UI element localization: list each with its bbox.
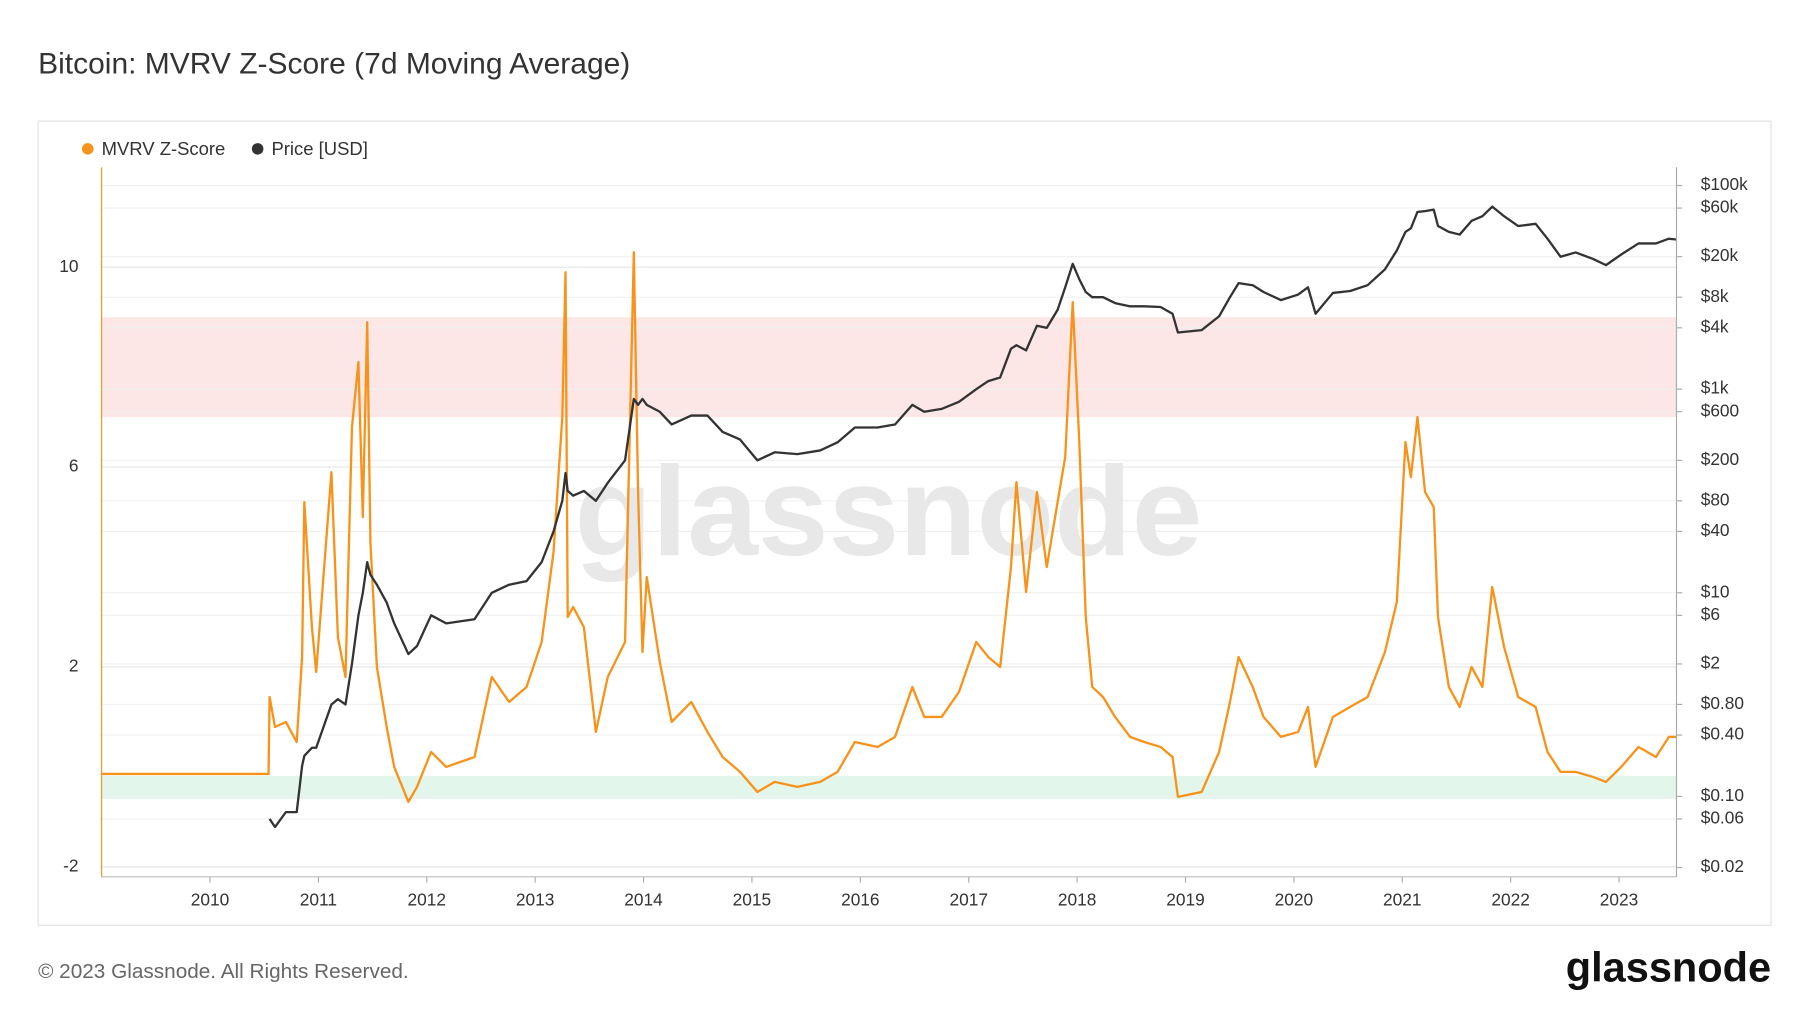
legend-marker bbox=[251, 143, 264, 155]
y2-tick-label: $0.10 bbox=[1701, 785, 1744, 805]
zone-band bbox=[101, 775, 1677, 799]
y-tick-label: 6 bbox=[69, 456, 79, 476]
x-tick-label: 2022 bbox=[1491, 890, 1529, 910]
x-tick-label: 2011 bbox=[300, 890, 337, 910]
logo: glassnode bbox=[1566, 943, 1771, 990]
x-tick-label: 2014 bbox=[624, 890, 663, 910]
watermark: glassnode bbox=[575, 440, 1203, 582]
x-tick-label: 2010 bbox=[191, 890, 229, 910]
y2-tick-label: $200 bbox=[1701, 449, 1739, 469]
y2-tick-label: $4k bbox=[1701, 316, 1729, 336]
legend-marker bbox=[81, 143, 94, 155]
chart-title: Bitcoin: MVRV Z-Score (7d Moving Average… bbox=[38, 48, 630, 81]
zone-band bbox=[101, 317, 1677, 418]
x-tick-label: 2017 bbox=[949, 890, 987, 910]
y2-tick-label: $0.80 bbox=[1701, 693, 1744, 713]
x-tick-label: 2012 bbox=[408, 890, 446, 910]
y-tick-label: -2 bbox=[63, 855, 78, 875]
x-tick-label: 2019 bbox=[1166, 890, 1204, 910]
chart-frame bbox=[37, 120, 1772, 926]
x-tick-label: 2021 bbox=[1383, 890, 1421, 910]
series-line bbox=[268, 205, 1677, 829]
legend: MVRV Z-Score Price [USD] bbox=[81, 138, 368, 159]
y2-tick-label: $0.02 bbox=[1701, 856, 1744, 876]
y-tick-label: 2 bbox=[69, 656, 79, 676]
plot bbox=[101, 205, 1677, 829]
y2-tick-label: $80 bbox=[1701, 489, 1730, 509]
y2-tick-label: $20k bbox=[1701, 245, 1739, 265]
y2-tick-label: $0.40 bbox=[1701, 724, 1744, 744]
x-tick-label: 2020 bbox=[1275, 890, 1313, 910]
y2-tick-label: $0.06 bbox=[1701, 808, 1744, 828]
y2-tick-label: $100k bbox=[1701, 174, 1748, 194]
y-tick-label: 10 bbox=[59, 256, 78, 276]
y2-tick-label: $60k bbox=[1701, 197, 1739, 217]
x-tick-label: 2016 bbox=[841, 890, 879, 910]
x-tick-label: 2023 bbox=[1600, 890, 1638, 910]
bands bbox=[101, 317, 1677, 799]
y2-tick-label: $1k bbox=[1701, 378, 1729, 398]
y2-tick-label: $600 bbox=[1701, 400, 1739, 420]
y2-tick-label: $10 bbox=[1701, 581, 1730, 601]
copyright: © 2023 Glassnode. All Rights Reserved. bbox=[38, 960, 409, 983]
x-tick-label: 2015 bbox=[733, 890, 771, 910]
y2-tick-label: $2 bbox=[1701, 652, 1720, 672]
series-line bbox=[101, 251, 1677, 804]
legend-label: Price [USD] bbox=[271, 138, 367, 159]
y2-tick-label: $6 bbox=[1701, 604, 1720, 624]
y2-tick-label: $40 bbox=[1701, 520, 1730, 540]
y2-tick-label: $8k bbox=[1701, 286, 1729, 306]
x-tick-label: 2013 bbox=[516, 890, 554, 910]
x-tick-label: 2018 bbox=[1058, 890, 1096, 910]
legend-label: MVRV Z-Score bbox=[102, 138, 226, 159]
